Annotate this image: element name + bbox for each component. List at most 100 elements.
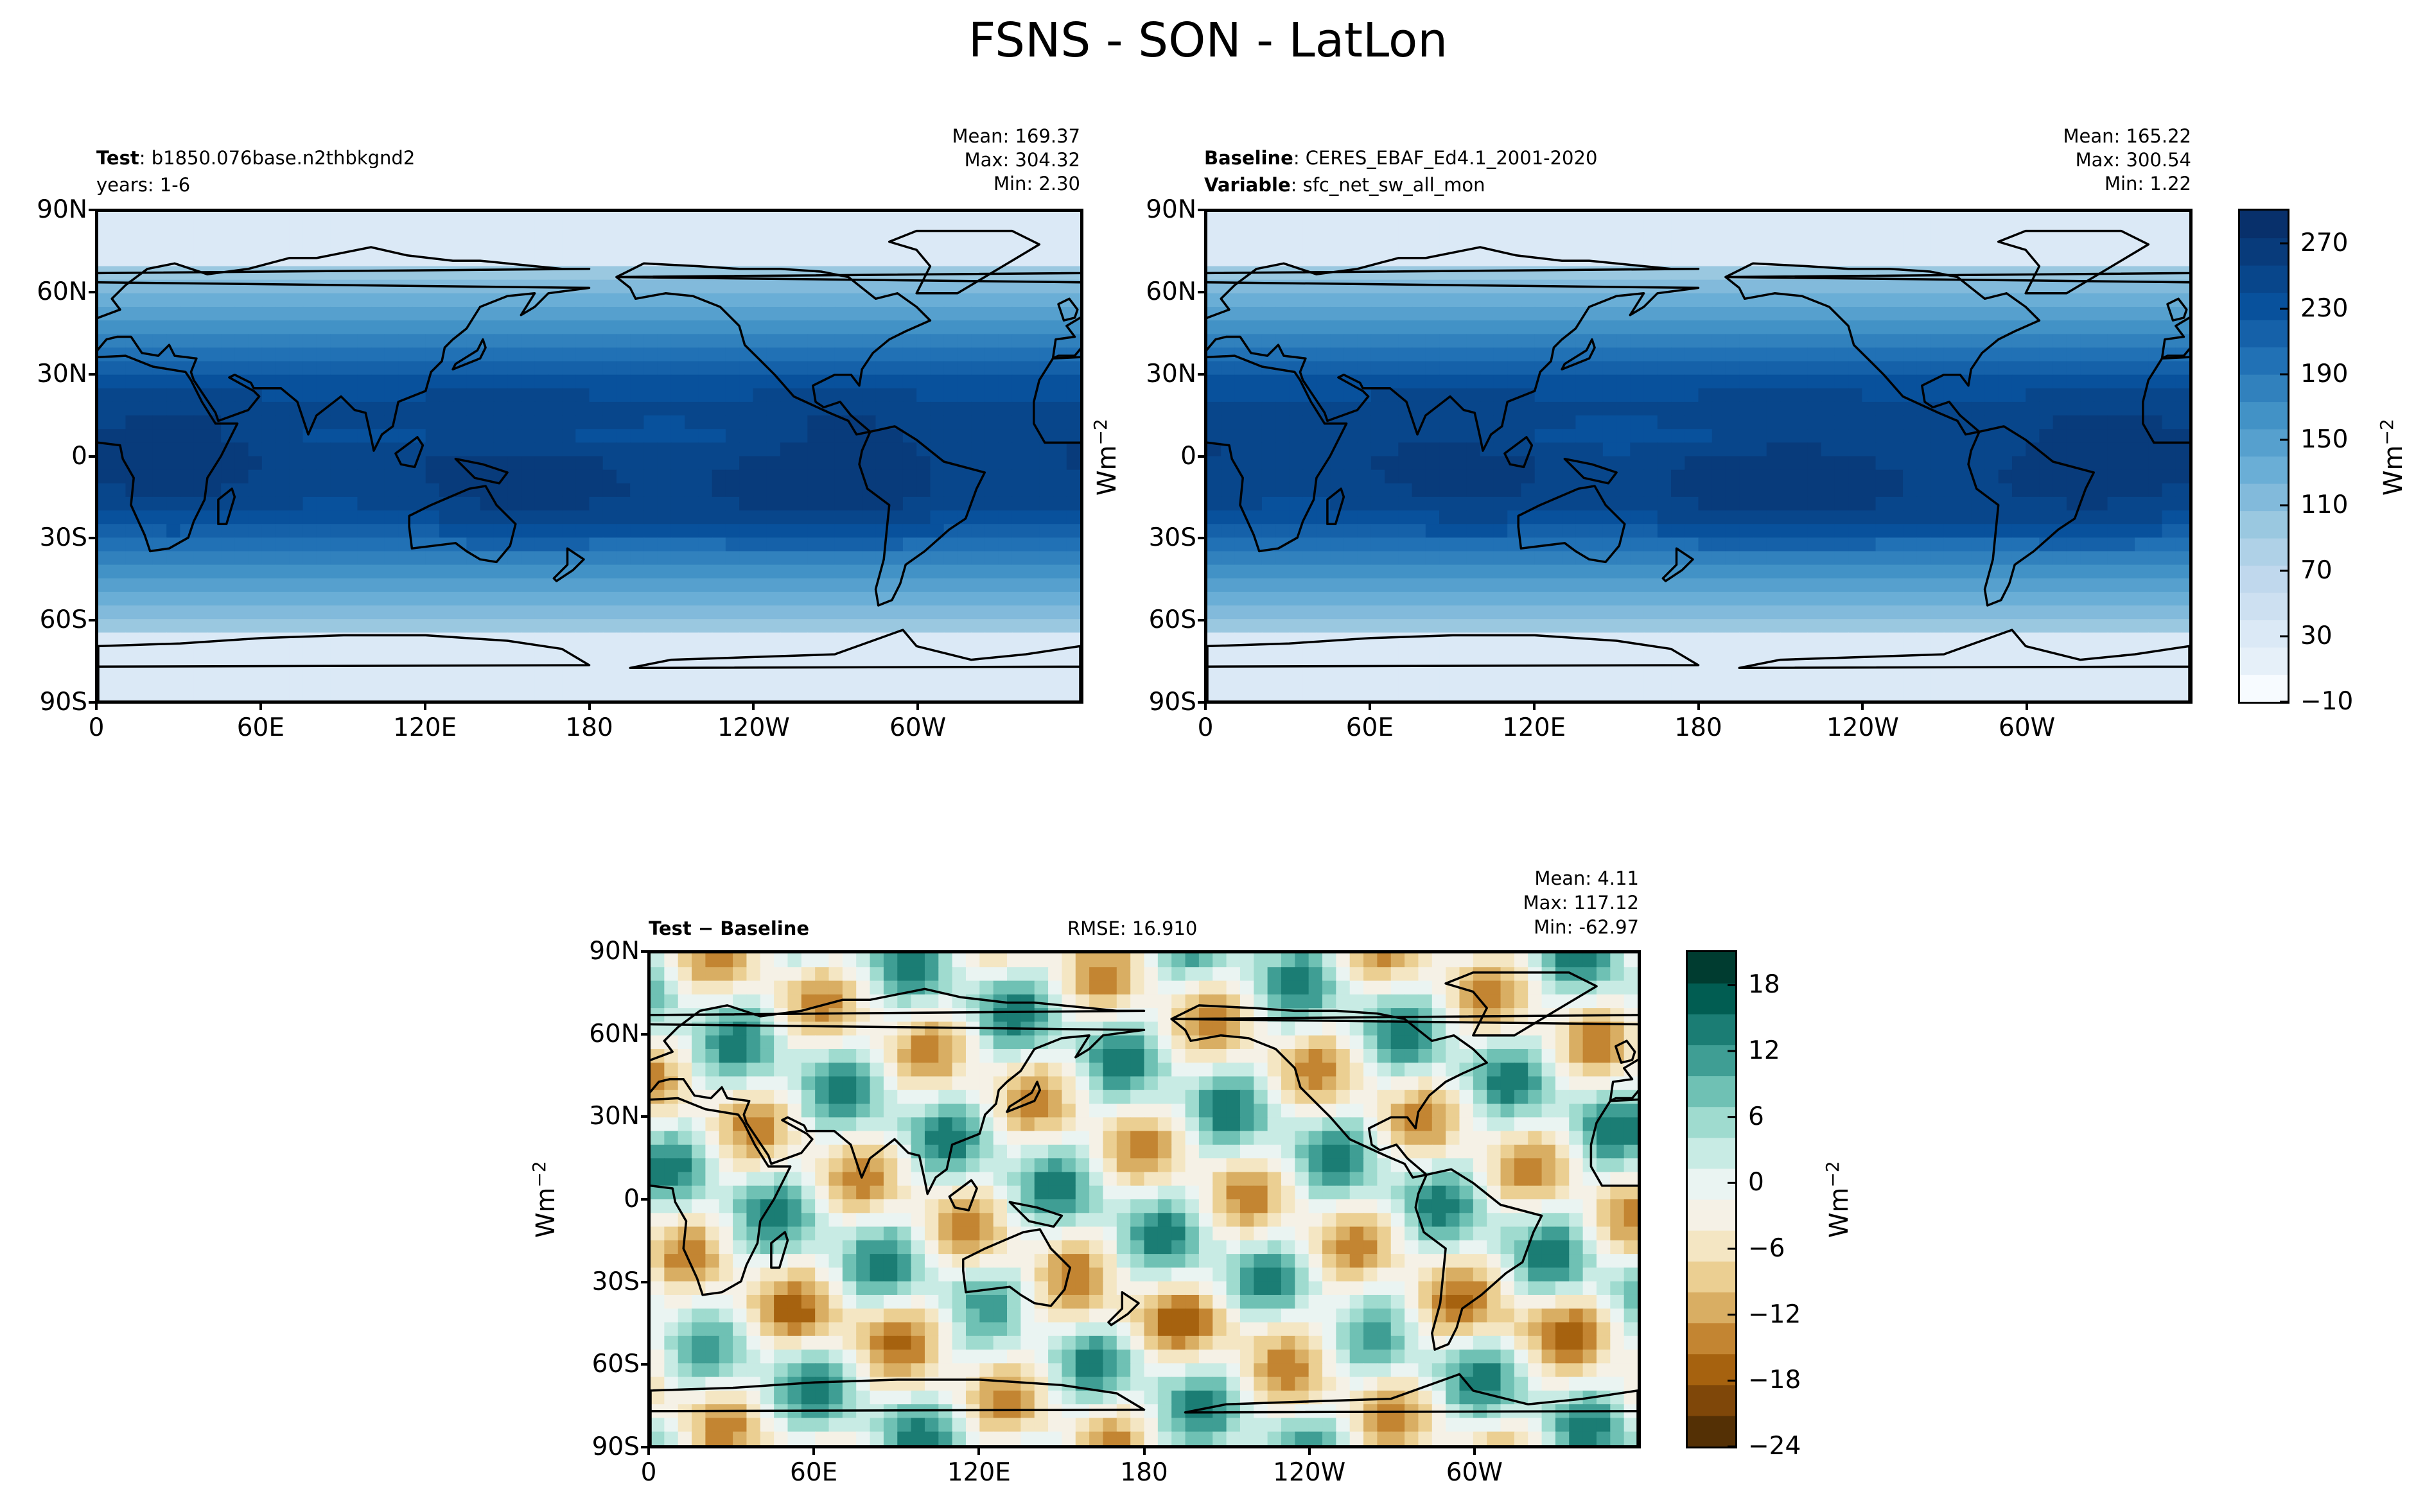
- svg-base-cell: [1221, 212, 1235, 226]
- svg-test-cell: [958, 334, 972, 348]
- svg-base-cell: [1317, 483, 1331, 498]
- svg-test-cell: [262, 470, 276, 484]
- svg-test-cell: [535, 361, 549, 376]
- svg-test-cell: [507, 429, 521, 443]
- svg-base-cell: [1289, 470, 1303, 484]
- svg-test-cell: [166, 212, 180, 226]
- svg-base-cell: [1412, 470, 1426, 484]
- svg-test-cell: [562, 320, 576, 335]
- svg-base-cell: [1671, 252, 1685, 266]
- svg-base-cell: [1466, 524, 1480, 538]
- svg-base-cell: [1562, 429, 1576, 443]
- svg-test-cell: [617, 293, 631, 308]
- svg-test-cell: [412, 673, 426, 688]
- svg-test-cell: [303, 375, 317, 389]
- svg-base-cell: [1317, 592, 1331, 606]
- svg-test-cell: [821, 320, 836, 335]
- svg-base-cell: [1780, 429, 1794, 443]
- svg-test-cell: [794, 239, 808, 253]
- svg-test-cell: [821, 537, 836, 552]
- svg-test-cell: [603, 239, 617, 253]
- svg-base-cell: [1385, 415, 1399, 430]
- svg-base-cell: [2039, 239, 2053, 253]
- svg-test-cell: [330, 293, 344, 308]
- svg-test-cell: [1039, 673, 1053, 688]
- svg-test-cell: [903, 605, 917, 620]
- svg-test-cell: [658, 375, 672, 389]
- svg-test-cell: [466, 537, 480, 552]
- svg-test-cell: [562, 632, 576, 647]
- svg-test-cell: [753, 632, 767, 647]
- svg-base-cell: [1957, 239, 1972, 253]
- svg-base-cell: [1876, 442, 1890, 456]
- svg-base-cell: [1889, 497, 1904, 511]
- svg-base-cell: [1603, 252, 1617, 266]
- svg-test-cell: [807, 470, 821, 484]
- svg-base-cell: [1903, 537, 1917, 552]
- svg-test-cell: [698, 510, 712, 525]
- svg-test-cell: [698, 225, 712, 239]
- svg-test-cell: [439, 687, 453, 700]
- svg-base-cell: [1207, 578, 1221, 593]
- svg-test-cell: [999, 632, 1013, 647]
- svg-test-cell: [848, 347, 862, 361]
- svg-test-cell: [999, 673, 1013, 688]
- svg-test-cell: [753, 646, 767, 660]
- svg-test-cell: [548, 442, 563, 456]
- svg-base-cell: [1562, 415, 1576, 430]
- svg-test-cell: [112, 565, 126, 579]
- svg-base-cell: [1971, 605, 1985, 620]
- svg-base-cell: [2162, 605, 2176, 620]
- svg-test-cell: [289, 212, 303, 226]
- svg-base-cell: [1426, 429, 1440, 443]
- svg-test-cell: [903, 415, 917, 430]
- svg-base-cell: [1262, 402, 1276, 416]
- svg-base-cell: [1398, 497, 1412, 511]
- svg-base-cell: [1903, 429, 1917, 443]
- svg-base-cell: [1262, 307, 1276, 321]
- svg-test-cell: [221, 334, 235, 348]
- svg-base-cell: [1303, 361, 1317, 376]
- svg-base-cell: [1358, 212, 1372, 226]
- svg-test-cell: [753, 212, 767, 226]
- svg-test-cell: [166, 551, 180, 565]
- svg-base-cell: [1889, 239, 1904, 253]
- svg-base-cell: [1603, 239, 1617, 253]
- svg-test-cell: [194, 320, 208, 335]
- svg-test-cell: [685, 510, 699, 525]
- svg-test-cell: [753, 605, 767, 620]
- svg-base-cell: [1330, 646, 1344, 660]
- svg-base-cell: [2135, 483, 2149, 498]
- svg-base-cell: [1630, 646, 1644, 660]
- svg-base-cell: [1262, 212, 1276, 226]
- svg-base-cell: [2080, 578, 2094, 593]
- svg-test-cell: [590, 619, 604, 633]
- svg-base-cell: [1930, 510, 1945, 525]
- svg-test-cell: [903, 334, 917, 348]
- svg-base-cell: [1562, 470, 1576, 484]
- svg-base-cell: [1521, 619, 1535, 633]
- svg-test-cell: [139, 415, 153, 430]
- svg-base-cell: [1903, 320, 1917, 335]
- svg-base-cell: [2094, 442, 2108, 456]
- svg-test-cell: [535, 673, 549, 688]
- svg-base-cell: [1685, 375, 1699, 389]
- svg-test-cell: [289, 578, 303, 593]
- svg-test-cell: [794, 483, 808, 498]
- svg-base-cell: [1262, 483, 1276, 498]
- svg-test-cell: [712, 551, 726, 565]
- svg-base-cell: [1494, 456, 1508, 471]
- svg-test-cell: [603, 415, 617, 430]
- svg-test-cell: [412, 361, 426, 376]
- svg-test-cell: [289, 225, 303, 239]
- svg-base-cell: [1507, 320, 1521, 335]
- svg-test-cell: [330, 415, 344, 430]
- svg-base-cell: [1903, 497, 1917, 511]
- svg-base-cell: [1916, 429, 1930, 443]
- svg-base-cell: [2067, 307, 2081, 321]
- svg-base-cell: [1671, 429, 1685, 443]
- svg-base-cell: [2148, 252, 2162, 266]
- svg-base-cell: [1330, 605, 1344, 620]
- svg-base-cell: [1548, 402, 1563, 416]
- svg-base-cell: [1957, 537, 1972, 552]
